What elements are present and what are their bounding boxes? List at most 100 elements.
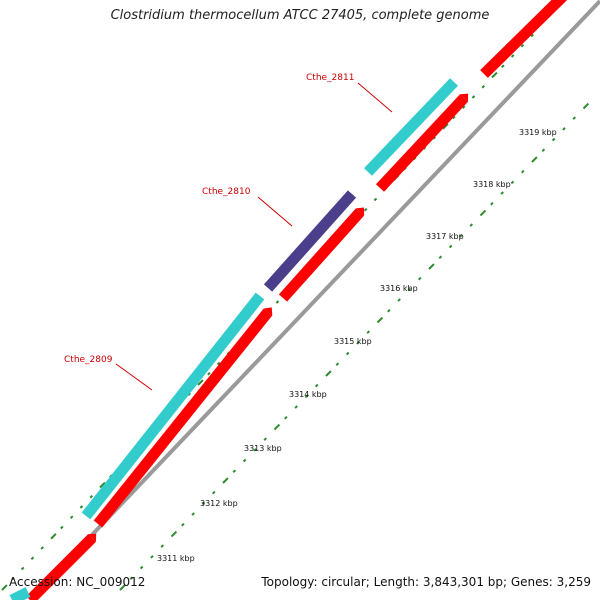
tick-mark (99, 481, 106, 489)
tick-mark (294, 405, 298, 409)
tick-label: 3314 kbp (289, 390, 327, 399)
accession-label: Accession: NC_009012 (9, 575, 146, 589)
forward-feature (364, 78, 458, 176)
tick-mark (530, 33, 535, 38)
tick-label: 3317 kbp (426, 232, 464, 241)
tick-mark (232, 469, 237, 474)
tick-mark (490, 201, 494, 206)
tick-mark (325, 370, 332, 377)
tick-mark (481, 84, 486, 89)
tick-mark (222, 477, 229, 484)
reverse-feature (278, 208, 365, 302)
tick-mark (119, 584, 126, 591)
topology-label: Topology: circular; Length: 3,843,301 bp… (261, 575, 591, 589)
tick-mark (442, 123, 449, 130)
tick-mark (491, 71, 498, 79)
tick-mark (582, 102, 590, 110)
tick-mark (397, 298, 401, 302)
tick-mark (207, 371, 211, 376)
tick-mark (520, 43, 525, 48)
tick-mark (452, 115, 456, 120)
tick-mark (160, 544, 165, 548)
reverse-feature (375, 94, 469, 192)
tick-mark (191, 512, 195, 516)
tick-mark (273, 423, 281, 431)
tick-mark (376, 316, 384, 324)
tick-label: 3316 kbp (380, 284, 418, 293)
backbone-line (28, 0, 600, 600)
tick-mark (510, 180, 515, 185)
tick-mark (242, 458, 247, 463)
tick-mark (531, 156, 538, 163)
tick-label: 3315 kbp (334, 337, 372, 346)
tick-mark (520, 169, 525, 174)
reverse-feature (26, 534, 96, 600)
tick-mark (479, 209, 487, 217)
forward-feature (81, 292, 265, 520)
tick-mark (216, 361, 221, 366)
tick-mark (170, 530, 178, 538)
tick-mark (572, 116, 577, 120)
tick-mark (363, 207, 368, 212)
tick-mark (20, 566, 25, 571)
tick-mark (407, 287, 412, 292)
tick-mark (366, 330, 371, 334)
tick-label: 3313 kbp (244, 444, 282, 453)
reverse-feature (93, 308, 273, 528)
tick-mark (79, 505, 84, 509)
tick-mark (89, 494, 94, 499)
tick-label: 3318 kbp (473, 180, 511, 189)
tick-mark (201, 501, 206, 506)
tick-mark (275, 300, 280, 304)
tick-mark (428, 263, 435, 270)
tick-mark (510, 54, 515, 58)
tick-mark (562, 127, 566, 131)
gene-label: Cthe_2810 (202, 187, 251, 197)
features (9, 0, 568, 600)
leader-lines (115, 82, 393, 391)
leader-line (115, 363, 153, 391)
tick-mark (459, 234, 463, 238)
tick-mark (448, 244, 453, 249)
reverse-feature-arrow (263, 307, 273, 316)
tick-mark (181, 522, 185, 527)
gene-labels: Cthe_2809 Cthe_2810 Cthe_2811 (64, 73, 354, 365)
reverse-feature (480, 0, 568, 78)
tick-mark (50, 533, 57, 540)
tick-mark (551, 137, 556, 142)
tick-mark (69, 515, 74, 519)
tick-mark (471, 95, 476, 99)
tick-mark (438, 255, 443, 260)
map-title: Clostridium thermocellum ATCC 27405, com… (110, 8, 490, 23)
tick-mark (11, 576, 15, 581)
tick-label: 3319 kbp (519, 128, 557, 137)
tick-mark (469, 223, 474, 227)
leader-line (357, 82, 393, 113)
tick-labels: 3311 kbp 3312 kbp 3313 kbp 3314 kbp 3315 kbp… (157, 128, 557, 563)
tick-label: 3311 kbp (157, 554, 195, 563)
tick-mark (373, 197, 378, 202)
tick-mark (461, 105, 466, 109)
tick-mark (197, 379, 204, 386)
tick-mark (150, 555, 154, 559)
tick-mark (211, 490, 216, 495)
highlight-feature (263, 190, 357, 292)
tick-mark (263, 437, 268, 441)
tick-mark (253, 448, 257, 452)
forward-feature (9, 587, 31, 600)
tick-mark (30, 556, 35, 560)
reverse-feature-arrow (459, 93, 469, 102)
tick-mark (387, 308, 391, 313)
tick-mark (541, 148, 546, 153)
tick-mark (1, 584, 8, 591)
tick-mark (345, 351, 350, 356)
reverse-feature-arrow (355, 207, 365, 216)
tick-mark (335, 362, 340, 367)
tick-mark (60, 525, 64, 530)
tick-mark (500, 191, 504, 195)
leader-line (257, 196, 293, 227)
backbone (28, 0, 600, 600)
tick-mark (356, 341, 360, 345)
tick-mark (314, 383, 319, 388)
